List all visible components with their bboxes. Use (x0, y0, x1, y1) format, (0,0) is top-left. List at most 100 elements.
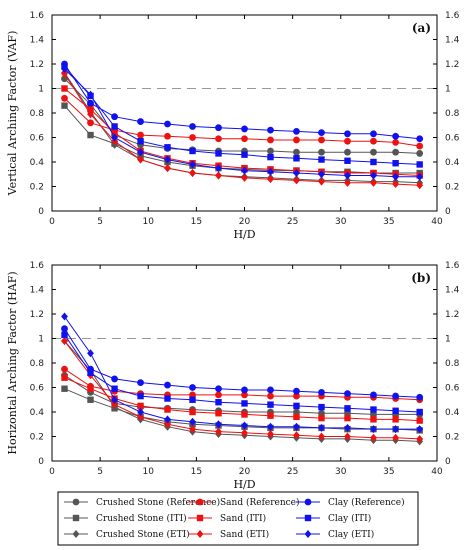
data-point-crushed-stone-reference (370, 148, 377, 156)
y-tick-label-right: 0.2 (445, 183, 459, 193)
data-point-clay-reference (87, 99, 94, 107)
data-point-clay-eti (189, 160, 196, 169)
data-point-sand-iti (241, 411, 248, 418)
y-tick-label-left: 1 (38, 335, 44, 345)
legend-item-crushed-stone-eti: Crushed Stone (ETI) (64, 529, 190, 540)
data-point-sand-eti (318, 432, 325, 441)
data-point-clay-eti (293, 169, 300, 178)
data-point-sand-eti (318, 177, 325, 186)
legend-label-clay-eti: Clay (ETI) (328, 529, 374, 540)
data-point-sand-reference (344, 137, 351, 145)
data-point-clay-iti (241, 400, 248, 407)
data-point-clay-reference (267, 386, 274, 394)
legend-marker-sand-iti (196, 514, 204, 522)
data-point-clay-reference (215, 385, 222, 393)
y-tick-label-right: 0.8 (445, 359, 460, 369)
y-tick-label-right: 0.8 (445, 109, 460, 119)
y-tick-label-right: 1.4 (445, 36, 460, 46)
x-tick-label: 25 (287, 467, 298, 477)
data-point-clay-iti (344, 405, 351, 412)
panel-label: (a) (412, 21, 431, 35)
data-point-clay-iti (416, 408, 423, 416)
data-point-sand-eti (344, 178, 351, 187)
data-point-sand-iti (267, 412, 274, 419)
data-point-sand-reference (189, 134, 196, 141)
y-axis-label: Vertical Arching Factor (VAF) (6, 31, 19, 197)
data-point-clay-eti (416, 425, 424, 434)
legend-item-crushed-stone-reference: Crushed Stone (Reference) (64, 497, 220, 508)
data-point-sand-iti (215, 410, 222, 417)
data-point-sand-iti (189, 408, 196, 416)
y-tick-label-left: 1.6 (30, 261, 45, 271)
legend-item-sand-iti: Sand (ITI) (188, 513, 266, 524)
legend-marker-crushed-stone-reference (72, 498, 80, 506)
data-point-clay-reference (241, 125, 248, 133)
x-tick-label: 10 (143, 217, 155, 227)
data-point-clay-reference (215, 124, 222, 132)
data-point-sand-iti (61, 374, 68, 381)
data-point-sand-eti (189, 169, 196, 178)
data-point-sand-iti (293, 413, 300, 421)
data-point-crushed-stone-reference (293, 148, 300, 156)
data-point-clay-iti (416, 161, 423, 168)
data-point-sand-reference (61, 94, 68, 102)
y-tick-label-left: 1.2 (30, 60, 44, 70)
data-point-crushed-stone-iti (87, 131, 94, 139)
y-tick-label-right: 1.2 (445, 60, 459, 70)
series-clay-eti (61, 64, 424, 181)
data-point-clay-iti (267, 153, 274, 161)
data-point-clay-eti (318, 423, 325, 432)
series-sand-eti (61, 69, 424, 190)
data-point-sand-iti (87, 106, 94, 113)
series-clay-iti (61, 63, 423, 168)
data-point-clay-reference (293, 127, 300, 135)
data-point-clay-eti (370, 425, 377, 434)
series-line-clay-eti (64, 68, 420, 178)
data-point-sand-eti (293, 176, 300, 185)
data-point-clay-iti (137, 137, 144, 145)
y-tick-label-right: 0 (445, 457, 451, 467)
data-point-sand-eti (241, 428, 248, 437)
data-point-clay-eti (111, 133, 118, 142)
data-point-clay-eti (318, 170, 325, 179)
data-point-crushed-stone-reference (267, 147, 274, 155)
data-point-sand-eti (392, 180, 400, 189)
data-point-crushed-stone-reference (416, 150, 424, 157)
legend-label-crushed-stone-iti: Crushed Stone (ITI) (96, 513, 187, 524)
data-point-clay-reference (189, 384, 196, 391)
y-tick-label-left: 0.2 (30, 183, 44, 193)
data-point-clay-reference (416, 393, 424, 401)
y-tick-label-right: 1.2 (445, 310, 459, 320)
data-point-clay-reference (241, 386, 248, 394)
data-point-clay-iti (370, 158, 377, 166)
x-tick-label: 0 (49, 467, 55, 477)
data-point-clay-eti (164, 155, 171, 164)
legend-label-sand-eti: Sand (ETI) (220, 529, 269, 540)
y-tick-label-right: 0 (445, 207, 451, 217)
legend: Crushed Stone (Reference) Crushed Stone (… (57, 491, 419, 546)
y-tick-label-left: 1.6 (30, 11, 45, 21)
legend-marker-sand-eti (196, 530, 204, 538)
data-point-clay-reference (164, 120, 171, 128)
legend-box (57, 491, 419, 546)
y-tick-label-right: 0.4 (445, 158, 460, 168)
y-tick-label-left: 0.4 (30, 408, 45, 418)
data-point-crushed-stone-iti (87, 396, 94, 403)
data-point-clay-reference (111, 375, 118, 383)
data-point-clay-iti (344, 157, 351, 164)
data-point-crushed-stone-reference (344, 148, 351, 156)
data-point-clay-reference (267, 126, 274, 134)
data-point-crushed-stone-reference (318, 148, 325, 156)
series-sand-iti (61, 374, 423, 424)
x-tick-label: 35 (383, 467, 394, 477)
x-axis-label: H/D (233, 478, 255, 491)
data-point-sand-eti (344, 432, 351, 441)
y-axis-label: Horizontal Arching Factor (HAF) (6, 271, 19, 454)
data-point-clay-iti (137, 392, 144, 400)
legend-marker-clay-eti (304, 530, 312, 538)
x-tick-label: 10 (143, 467, 155, 477)
data-point-clay-iti (241, 151, 248, 158)
data-point-sand-eti (61, 69, 68, 78)
data-point-sand-reference (215, 391, 222, 399)
data-point-sand-eti (87, 110, 94, 119)
